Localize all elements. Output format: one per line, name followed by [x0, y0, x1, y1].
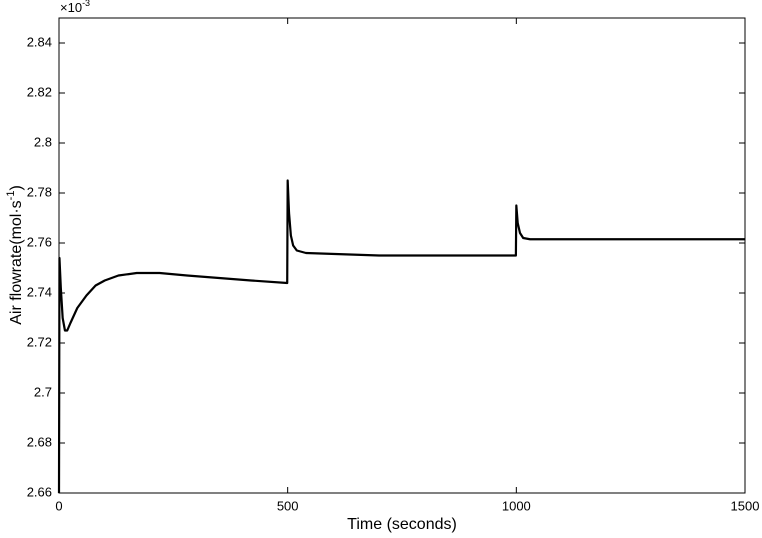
y-axis-label-end: ): [8, 185, 25, 190]
y-multiplier-exp: -3: [82, 0, 90, 8]
y-tick-label: 2.78: [27, 184, 52, 199]
x-tick-label: 500: [277, 498, 299, 513]
x-tick-label: 0: [55, 498, 62, 513]
x-tick-label: 1000: [502, 498, 531, 513]
y-axis-label: Air flowrate(mol·s-1): [5, 185, 25, 325]
y-tick-label: 2.8: [34, 134, 52, 149]
y-tick-label: 2.68: [27, 434, 52, 449]
x-axis-label: Time (seconds): [347, 516, 457, 533]
y-multiplier: ×10-3: [60, 0, 90, 15]
y-tick-label: 2.82: [27, 84, 52, 99]
y-multiplier-base: ×10: [60, 0, 82, 15]
y-tick-label: 2.66: [27, 484, 52, 499]
y-tick-label: 2.72: [27, 334, 52, 349]
y-axis-label-main: Air flowrate(mol·s: [8, 200, 25, 324]
data-line: [57, 179, 745, 494]
y-tick-label: 2.76: [27, 234, 52, 249]
y-tick-label: 2.74: [27, 284, 52, 299]
x-tick-label: 1500: [731, 498, 760, 513]
y-axis-label-sup: -1: [5, 191, 17, 201]
y-tick-label: 2.7: [34, 384, 52, 399]
y-tick-label: 2.84: [27, 34, 52, 49]
